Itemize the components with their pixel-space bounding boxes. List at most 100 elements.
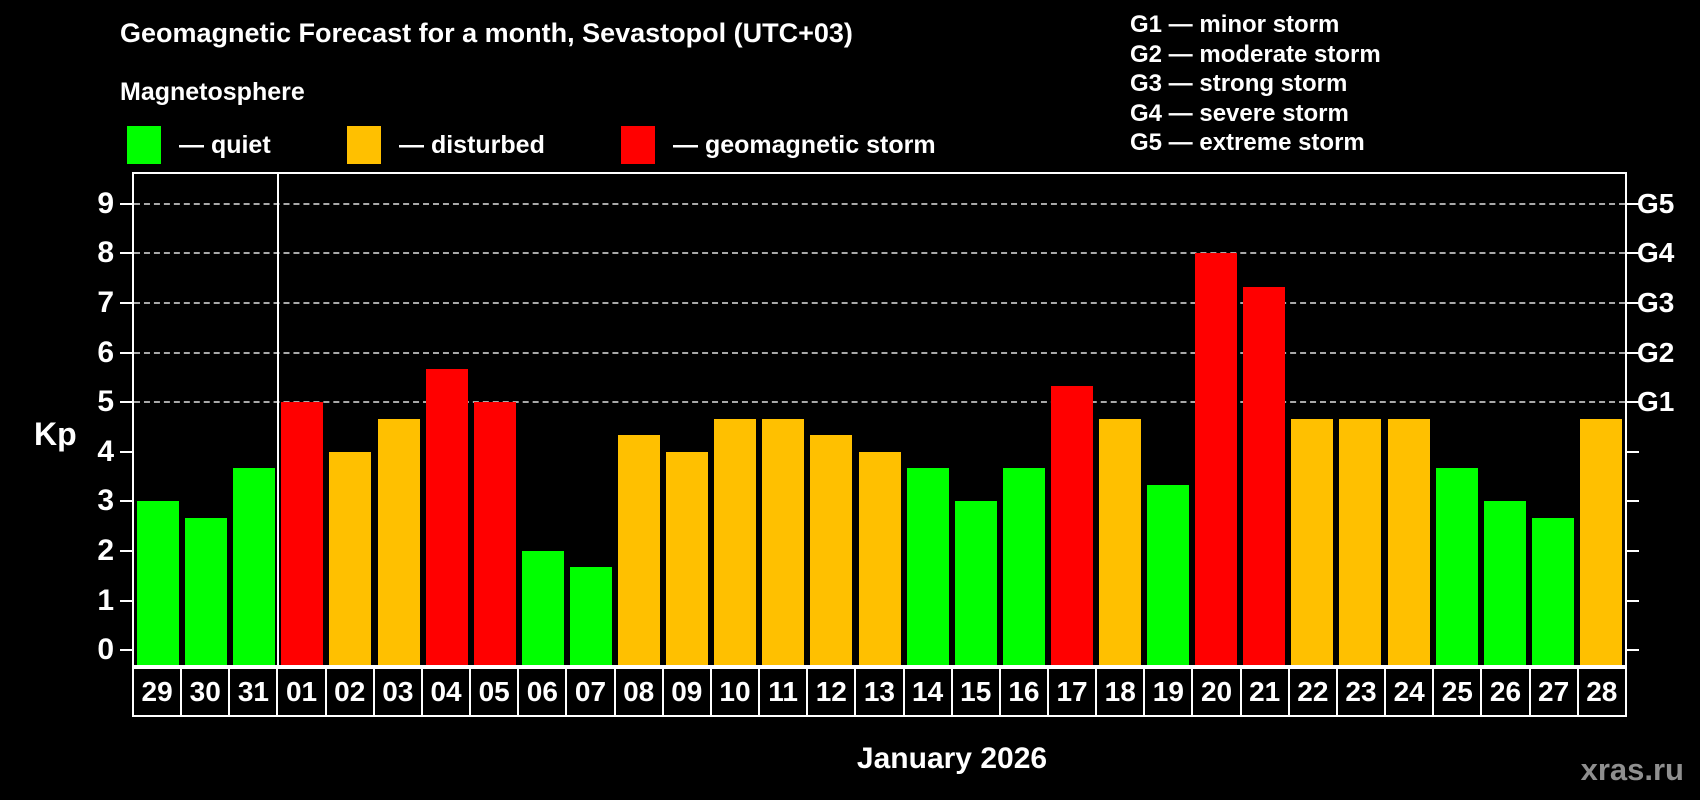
right-tick-kp-0 [1627,649,1639,652]
gridline-kp-8 [134,252,1625,255]
day-cell-22: 22 [1287,667,1338,717]
bar-day-29 [137,501,180,665]
disturbed-swatch-icon [347,126,381,164]
bar-day-31 [233,468,276,665]
bar-day-14 [906,468,949,665]
legend-item-quiet: — quiet [127,126,271,164]
day-cell-01: 01 [276,667,327,717]
right-tick-kp-6 [1627,351,1639,354]
bar-day-19 [1147,484,1190,665]
day-cell-28: 28 [1576,667,1627,717]
bar-day-23 [1339,418,1382,665]
gridline-kp-6 [134,351,1625,354]
right-tick-kp-5 [1627,401,1639,404]
day-cell-04: 04 [420,667,472,717]
quiet-swatch-icon [127,126,161,164]
bar-day-10 [714,418,757,665]
day-cell-07: 07 [565,667,616,717]
day-cell-13: 13 [854,667,905,717]
day-cell-15: 15 [950,667,1001,717]
bar-day-15 [954,501,997,665]
bar-day-26 [1483,501,1526,665]
bar-day-30 [185,517,228,665]
bar-day-11 [762,418,805,665]
right-tick-kp-3 [1627,500,1639,503]
bar-day-17 [1050,385,1093,665]
left-tick-kp-1 [120,599,132,602]
left-tick-label-6: 6 [97,335,114,369]
right-tick-label-g1: G1 [1637,386,1675,418]
g4-legend-line: G4 — severe storm [1130,99,1349,127]
right-tick-kp-4 [1627,450,1639,453]
day-cell-17: 17 [1046,667,1098,717]
right-tick-label-g3: G3 [1637,286,1675,318]
left-tick-kp-8 [120,252,132,255]
day-cell-09: 09 [661,667,712,717]
day-cell-02: 02 [324,667,375,717]
day-cell-10: 10 [709,667,761,717]
right-tick-label-g2: G2 [1637,336,1675,368]
day-cell-06: 06 [517,667,568,717]
day-cell-11: 11 [758,667,809,717]
legend-label-storm: — geomagnetic storm [673,130,936,159]
left-tick-label-4: 4 [97,434,114,468]
gridline-kp-5 [134,401,1625,404]
left-tick-kp-7 [120,301,132,304]
left-tick-label-7: 7 [97,285,114,319]
day-cell-26: 26 [1480,667,1531,717]
bar-day-07 [569,567,612,665]
bar-day-25 [1435,468,1478,665]
day-cell-30: 30 [180,667,231,717]
bar-day-06 [521,550,564,665]
storm-swatch-icon [621,126,655,164]
day-cell-16: 16 [998,667,1049,717]
day-cell-29: 29 [132,667,183,717]
bar-day-03 [377,418,420,665]
page-title: Geomagnetic Forecast for a month, Sevast… [120,18,853,48]
left-tick-kp-9 [120,202,132,205]
bar-day-05 [473,402,516,665]
day-cell-21: 21 [1239,667,1290,717]
gridline-kp-9 [134,202,1625,205]
left-tick-label-0: 0 [97,633,114,667]
plot-area: Kp 0 1 2 3 4 5 6 7 8 9 G1 G2 G3 G4 G5 [34,172,1674,667]
bar-day-08 [618,435,661,665]
left-tick-label-9: 9 [97,186,114,220]
day-cell-27: 27 [1528,667,1579,717]
day-cell-05: 05 [469,667,520,717]
g3-legend-line: G3 — strong storm [1130,70,1348,97]
day-cell-31: 31 [228,667,279,717]
g1-legend-line: G1 — minor storm [1130,11,1340,38]
left-tick-kp-0 [120,649,132,652]
left-tick-label-2: 2 [97,533,114,567]
bar-day-28 [1579,418,1622,665]
bar-day-09 [666,451,709,665]
right-tick-kp-2 [1627,549,1639,552]
day-cell-20: 20 [1191,667,1242,717]
g-scale-legend: G1 — minor storm G2 — moderate storm G3 … [1130,10,1381,158]
day-cell-12: 12 [806,667,857,717]
day-cell-14: 14 [902,667,953,717]
left-tick-label-8: 8 [97,236,114,270]
legend-item-storm: — geomagnetic storm [621,126,936,164]
right-tick-label-g4: G4 [1637,237,1675,269]
bar-day-22 [1291,418,1334,665]
bar-day-13 [858,451,901,665]
left-tick-kp-2 [120,549,132,552]
bar-day-04 [425,368,468,665]
bar-day-27 [1531,517,1574,665]
left-tick-label-3: 3 [97,484,114,518]
day-cell-19: 19 [1143,667,1194,717]
left-tick-kp-4 [120,450,132,453]
month-label: January 2026 [856,742,1048,775]
day-cell-08: 08 [613,667,664,717]
bar-day-12 [810,435,853,665]
bar-day-21 [1243,286,1286,665]
day-cell-25: 25 [1432,667,1483,717]
bar-day-01 [281,402,324,665]
left-tick-kp-5 [120,401,132,404]
left-tick-label-5: 5 [97,385,114,419]
day-cell-24: 24 [1384,667,1435,717]
left-tick-kp-6 [120,351,132,354]
